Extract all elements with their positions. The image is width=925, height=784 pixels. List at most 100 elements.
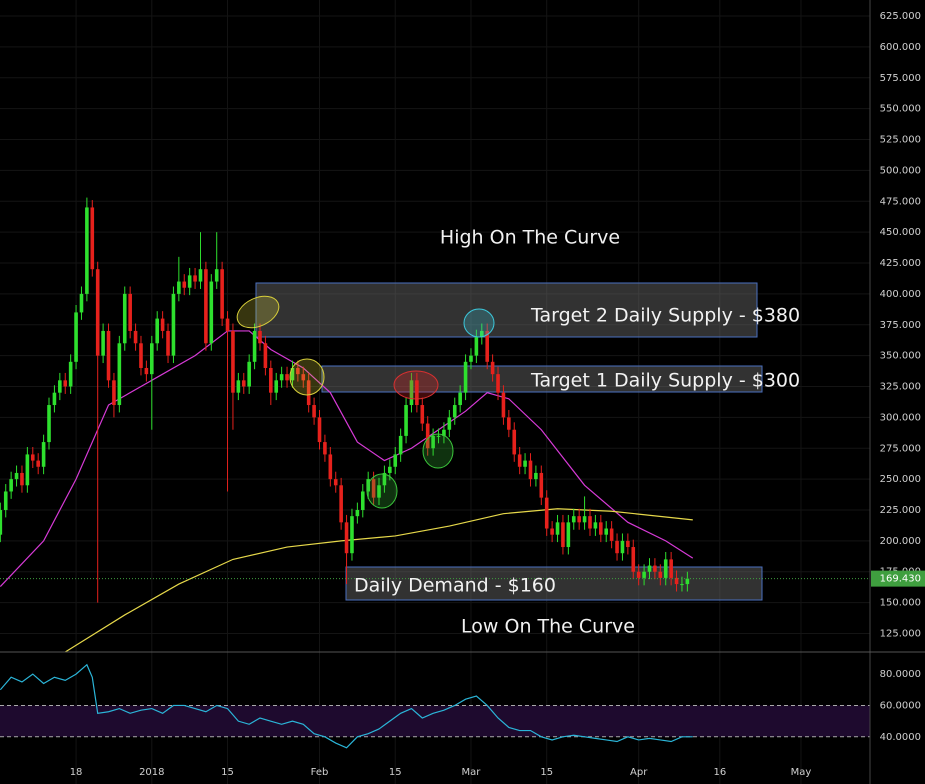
candle-body: [58, 380, 62, 393]
candle-body: [458, 392, 462, 406]
rsi-tick-label: 80.0000: [880, 669, 921, 680]
grid: [0, 0, 870, 784]
candle-body: [258, 330, 262, 344]
candle-body: [30, 454, 35, 461]
candle-body: [106, 330, 111, 381]
candle-body: [149, 343, 154, 375]
candle-body: [279, 374, 284, 381]
y-tick-label: 425.000: [880, 258, 921, 269]
candle-body: [604, 528, 609, 535]
candle-body: [382, 472, 387, 486]
candle-body: [68, 361, 73, 387]
candle-body: [631, 547, 636, 572]
candle-body: [317, 417, 322, 443]
candle-body: [193, 275, 197, 282]
candle-body: [663, 559, 668, 578]
highlight-ellipse: [393, 370, 439, 400]
candle-body: [398, 435, 403, 455]
candle-body: [9, 479, 13, 492]
highlight-ellipse: [422, 433, 454, 469]
y-tick-label: 475.000: [880, 196, 921, 207]
candle-body: [582, 516, 587, 523]
candle-body: [415, 380, 419, 406]
last-price-label: 169.430: [880, 574, 921, 585]
candle-body: [79, 293, 84, 313]
candle-body: [442, 429, 446, 436]
candle-body: [263, 343, 268, 368]
candle-body: [225, 318, 230, 331]
y-tick-label: 400.000: [880, 289, 921, 300]
candle-body: [312, 405, 316, 418]
annotation: Low On The Curve: [461, 616, 635, 638]
candle-body: [166, 330, 170, 356]
candle-body: [198, 269, 203, 282]
candle-body: [539, 472, 544, 498]
candle-body: [571, 516, 576, 523]
candle-body: [393, 454, 398, 467]
candle-body: [209, 281, 214, 344]
x-tick-label: 2018: [139, 767, 164, 778]
candle-body: [14, 472, 19, 480]
y-tick-label: 450.000: [880, 227, 921, 238]
candle-body: [544, 497, 549, 529]
candle-body: [47, 405, 51, 443]
last-price-tag: [871, 570, 925, 587]
candle-body: [685, 578, 690, 585]
supply-zone-1: [321, 365, 763, 393]
candle-body: [90, 207, 95, 270]
candle-body: [469, 355, 473, 362]
candle-body: [566, 522, 571, 548]
candle-body: [642, 571, 646, 578]
candle-body: [296, 367, 300, 375]
candle-body: [577, 516, 581, 523]
candle-body: [41, 442, 46, 467]
y-tick-label: 300.000: [880, 412, 921, 423]
candle-body: [3, 491, 8, 510]
x-tick-label: 15: [389, 767, 402, 778]
candle-body: [669, 559, 673, 578]
candle-body: [177, 281, 181, 294]
candle-body: [436, 435, 441, 437]
y-tick-label: 525.000: [880, 135, 921, 146]
x-tick-label: Apr: [630, 767, 648, 778]
highlight-ellipse: [366, 473, 398, 509]
y-tick-label: 225.000: [880, 505, 921, 516]
moving-average: [0, 330, 694, 587]
rsi-band: [0, 705, 870, 737]
candle-body: [290, 367, 295, 381]
candle-body: [301, 374, 306, 381]
candle-body: [409, 380, 414, 406]
candle-body: [658, 571, 663, 578]
annotation: High On The Curve: [440, 227, 620, 249]
candle-body: [463, 361, 468, 393]
candle-body: [485, 330, 490, 362]
rsi-tick-label: 40.0000: [880, 732, 921, 743]
y-tick-label: 125.000: [880, 628, 921, 639]
x-tick-label: 16: [713, 767, 726, 778]
candle-body: [323, 442, 327, 455]
candle-body: [404, 405, 408, 436]
highlights: [236, 295, 495, 509]
candle-body: [112, 380, 116, 406]
candle-body: [52, 392, 57, 406]
candle-body: [420, 405, 425, 424]
candle-body: [588, 516, 592, 529]
candle-body: [555, 522, 560, 535]
candle-body: [626, 540, 630, 548]
candle-body: [528, 460, 533, 480]
y-tick-label: 375.000: [880, 320, 921, 331]
candle-body: [306, 380, 311, 406]
y-tick-label: 250.000: [880, 474, 921, 485]
candle-body: [609, 528, 614, 541]
candle-body: [214, 269, 219, 282]
candle-body: [344, 522, 349, 554]
candle-body: [388, 466, 392, 473]
candle-body: [274, 380, 279, 393]
candle-body: [74, 312, 78, 362]
x-tick-label: May: [791, 767, 812, 778]
candle-body: [285, 374, 289, 381]
moving-average: [64, 508, 693, 653]
candle-body: [615, 540, 619, 554]
candle-body: [479, 330, 484, 338]
